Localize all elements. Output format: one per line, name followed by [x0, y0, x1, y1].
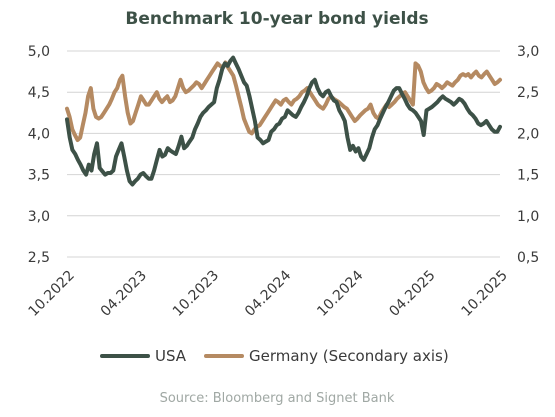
left-tick-label: 3,5: [28, 168, 50, 184]
left-tick-label: 2,5: [28, 250, 50, 266]
legend: USA Germany (Secondary axis): [100, 347, 449, 365]
right-tick-label: 2,5: [517, 85, 539, 101]
left-tick-label: 4,5: [28, 85, 50, 101]
chart-title: Benchmark 10-year bond yields: [125, 9, 428, 29]
right-tick-label: 0,5: [517, 250, 539, 266]
left-tick-label: 3,0: [28, 209, 50, 225]
legend-label-usa: USA: [155, 347, 187, 365]
source-note: Source: Bloomberg and Signet Bank: [160, 391, 395, 406]
x-tick-label: 04.2023: [98, 268, 150, 320]
right-tick-label: 2,0: [517, 126, 539, 142]
series-lines: [65, 55, 502, 187]
right-axis-ticks: 0,5 1,0 1,5 2,0 2,5 3,0: [517, 44, 539, 266]
series-line-usa: [65, 55, 502, 187]
left-tick-label: 4,0: [28, 126, 50, 142]
x-tick-label: 04.2025: [386, 268, 438, 320]
left-tick-label: 5,0: [28, 44, 50, 60]
x-tick-label: 10.2024: [314, 267, 366, 319]
left-axis-ticks: 2,5 3,0 3,5 4,0 4,5 5,0: [28, 44, 50, 266]
x-tick-label: 04.2024: [242, 267, 294, 319]
x-tick-label: 10.2023: [170, 268, 222, 320]
right-tick-label: 1,0: [517, 209, 539, 225]
x-tick-label: 10.2025: [459, 268, 511, 320]
right-tick-label: 3,0: [517, 44, 539, 60]
x-axis-ticks: 10.2022 04.2023 10.2023 04.2024 10.2024 04.20…: [26, 267, 511, 319]
gridlines: [67, 50, 500, 258]
x-tick-label: 10.2022: [26, 268, 78, 320]
series-line-germany: [65, 60, 502, 142]
legend-label-germany: Germany (Secondary axis): [249, 347, 449, 365]
right-tick-label: 1,5: [517, 168, 539, 184]
